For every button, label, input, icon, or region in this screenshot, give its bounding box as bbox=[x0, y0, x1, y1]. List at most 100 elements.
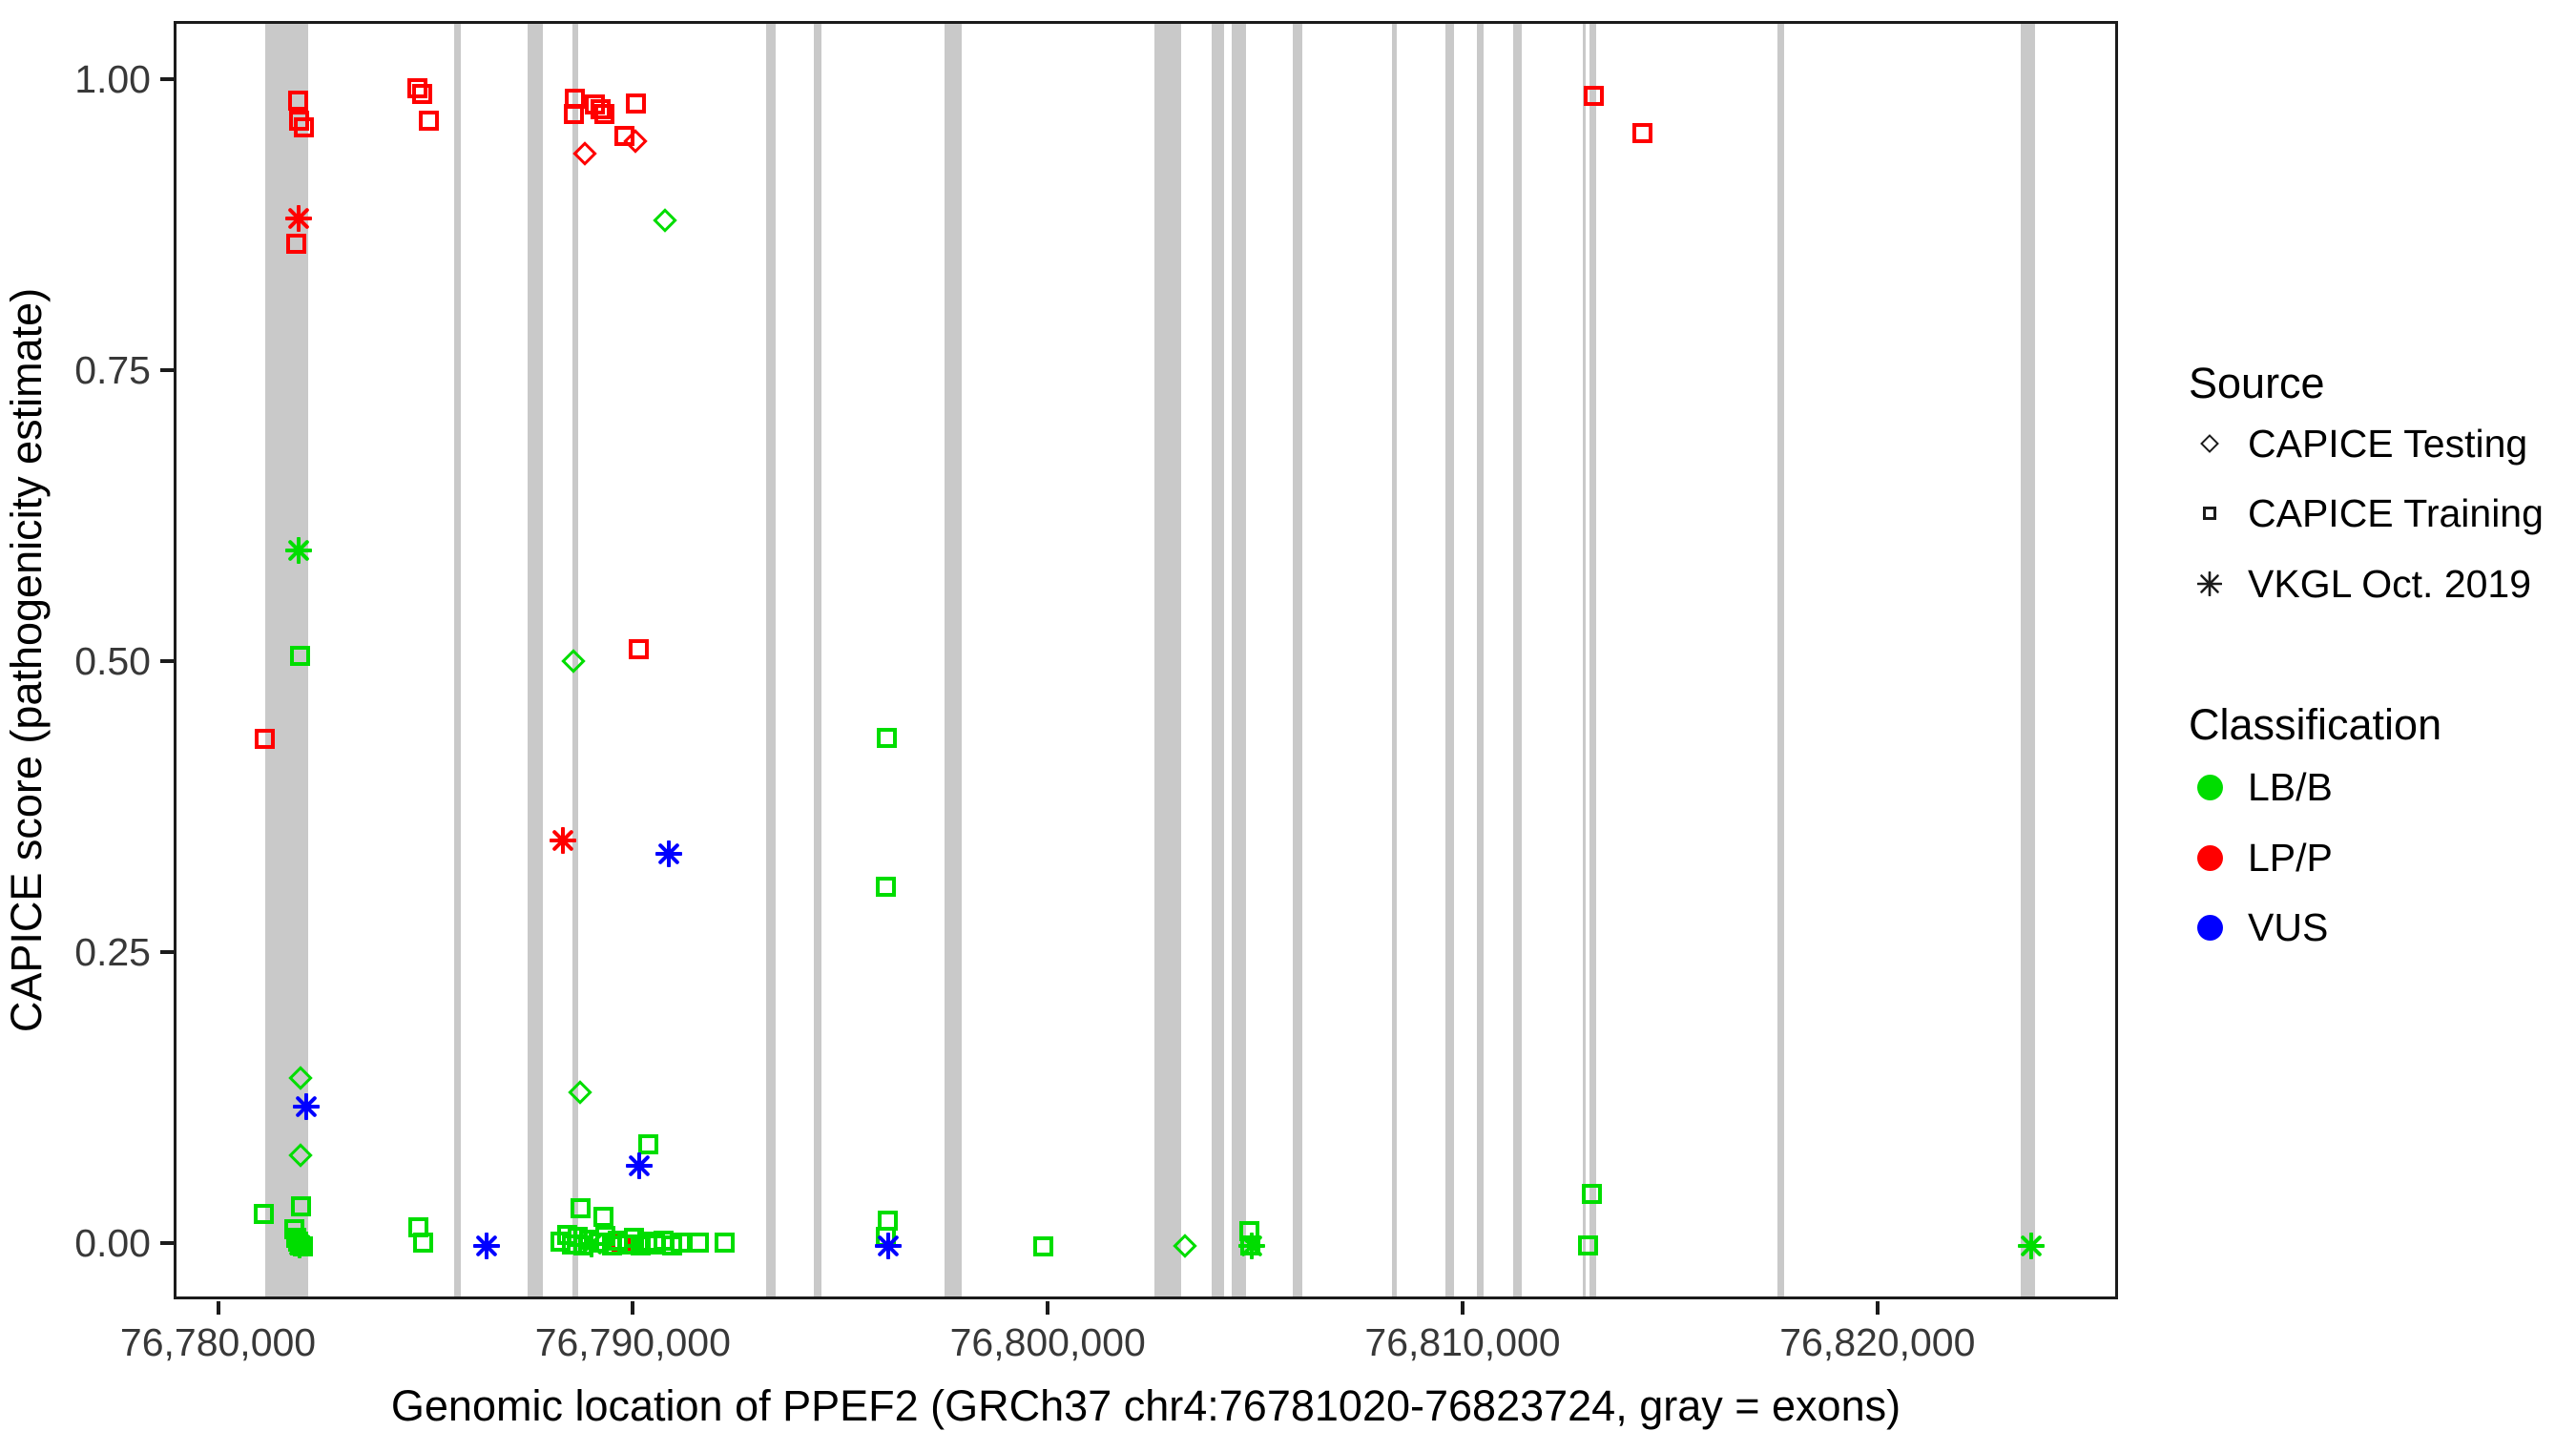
legend-item-capice-testing: CAPICE Testing bbox=[2185, 419, 2527, 468]
x-axis-tick-mark bbox=[631, 1301, 635, 1315]
x-axis-tick-label: 76,820,000 bbox=[1779, 1320, 1976, 1364]
point-vkgl-asterisk-vus bbox=[292, 1093, 320, 1120]
exon-bar bbox=[1293, 24, 1302, 1296]
point-vkgl-asterisk-lpp bbox=[284, 204, 312, 232]
legend-item-label: VKGL Oct. 2019 bbox=[2248, 561, 2532, 606]
point-training-square-lbb bbox=[592, 1207, 613, 1228]
point-training-square-lbb bbox=[714, 1233, 735, 1254]
point-training-square-lpp bbox=[590, 98, 611, 119]
point-training-square-lbb bbox=[875, 876, 896, 897]
y-axis-tick-label: 1.00 bbox=[74, 57, 151, 101]
exon-bar bbox=[814, 24, 821, 1296]
diamond-outline-icon bbox=[2185, 419, 2234, 468]
point-training-square-lbb bbox=[1238, 1221, 1259, 1242]
x-axis-tick-mark bbox=[1875, 1301, 1880, 1315]
legend-item-lbb: LB/B bbox=[2185, 762, 2333, 812]
point-training-square-lbb bbox=[1033, 1235, 1054, 1256]
point-vkgl-asterisk-lbb bbox=[1238, 1233, 1265, 1260]
point-training-square-lbb bbox=[637, 1133, 658, 1154]
point-training-square-lpp bbox=[625, 93, 646, 114]
y-axis-tick-mark bbox=[160, 950, 174, 955]
exon-bar bbox=[1589, 24, 1596, 1296]
point-training-square-lbb bbox=[413, 1233, 434, 1254]
exon-bar bbox=[1513, 24, 1522, 1296]
legend-classification-title: Classification bbox=[2189, 700, 2442, 749]
point-vkgl-asterisk-lbb bbox=[284, 536, 312, 564]
legend-source-title: Source bbox=[2189, 359, 2325, 407]
blue-dot-icon bbox=[2185, 902, 2234, 952]
plot-panel bbox=[174, 21, 2118, 1299]
square-outline-icon bbox=[2185, 488, 2234, 538]
point-training-square-lbb bbox=[254, 1203, 275, 1224]
exon-bar bbox=[453, 24, 461, 1296]
point-training-square-lpp bbox=[407, 77, 428, 98]
point-training-square-lbb bbox=[290, 646, 311, 667]
exon-bar bbox=[571, 24, 578, 1296]
legend-item-vus: VUS bbox=[2185, 902, 2328, 952]
point-training-square-lpp bbox=[293, 117, 314, 138]
legend-item-label: LB/B bbox=[2248, 764, 2333, 809]
legend-item-label: LP/P bbox=[2248, 835, 2333, 880]
legend-item-lpp: LP/P bbox=[2185, 833, 2333, 882]
exon-bar bbox=[1212, 24, 1224, 1296]
point-training-square-lbb bbox=[688, 1233, 709, 1254]
point-training-square-lpp bbox=[613, 125, 634, 146]
x-axis-tick-label: 76,810,000 bbox=[1364, 1320, 1561, 1364]
legend-item-label: VUS bbox=[2248, 904, 2329, 949]
y-axis-tick-mark bbox=[160, 1241, 174, 1246]
x-axis-title: Genomic location of PPEF2 (GRCh37 chr4:7… bbox=[390, 1381, 1901, 1430]
exon-bar bbox=[945, 24, 962, 1296]
point-training-square-lbb bbox=[571, 1197, 592, 1218]
exon-bar bbox=[1392, 24, 1397, 1296]
point-training-square-lpp bbox=[287, 91, 308, 111]
point-training-square-lbb bbox=[670, 1233, 691, 1254]
point-testing-diamond-lbb bbox=[561, 648, 586, 674]
y-axis-tick-label: 0.00 bbox=[74, 1221, 151, 1266]
y-axis-tick-label: 0.50 bbox=[74, 639, 151, 684]
x-axis-tick-label: 76,780,000 bbox=[119, 1320, 317, 1364]
exon-bar bbox=[1232, 24, 1246, 1296]
x-axis-tick-mark bbox=[1461, 1301, 1465, 1315]
x-axis-tick-mark bbox=[1046, 1301, 1050, 1315]
legend-item-capice-training: CAPICE Training bbox=[2185, 488, 2544, 538]
y-axis-tick-mark bbox=[160, 659, 174, 664]
point-training-square-lpp bbox=[593, 103, 614, 124]
point-training-square-lpp bbox=[286, 234, 307, 255]
point-vkgl-asterisk-vus bbox=[875, 1233, 902, 1260]
y-axis-tick-label: 0.25 bbox=[74, 930, 151, 975]
y-axis-tick-mark bbox=[160, 77, 174, 81]
point-vkgl-asterisk-vus bbox=[472, 1233, 500, 1260]
exon-bar bbox=[1777, 24, 1785, 1296]
point-testing-diamond-lbb bbox=[653, 208, 677, 233]
exon-bar bbox=[1154, 24, 1181, 1296]
legend-item-label: CAPICE Testing bbox=[2248, 421, 2528, 466]
y-axis-tick-mark bbox=[160, 368, 174, 373]
point-training-square-lpp bbox=[412, 83, 433, 104]
legend-item-vkgl: VKGL Oct. 2019 bbox=[2185, 559, 2531, 609]
exon-bar bbox=[527, 24, 543, 1296]
legend-item-label: CAPICE Training bbox=[2248, 490, 2544, 535]
exon-bar bbox=[766, 24, 776, 1296]
point-vkgl-asterisk-lpp bbox=[549, 826, 576, 854]
point-training-square-lpp bbox=[1583, 86, 1604, 107]
x-axis-tick-mark bbox=[216, 1301, 220, 1315]
point-training-square-lpp bbox=[255, 728, 276, 749]
x-axis-tick-label: 76,790,000 bbox=[534, 1320, 731, 1364]
exon-bar bbox=[1477, 24, 1484, 1296]
green-dot-icon bbox=[2185, 762, 2234, 812]
point-vkgl-asterisk-vus bbox=[655, 840, 682, 868]
point-vkgl-asterisk-vus bbox=[626, 1152, 653, 1180]
point-training-square-lbb bbox=[291, 1196, 312, 1217]
red-dot-icon bbox=[2185, 833, 2234, 882]
point-training-square-lpp bbox=[628, 638, 649, 659]
point-training-square-lpp bbox=[1631, 123, 1652, 144]
exon-bar bbox=[1583, 24, 1586, 1296]
point-training-square-lpp bbox=[564, 103, 585, 124]
point-training-square-lbb bbox=[876, 727, 897, 748]
exon-bar bbox=[2020, 24, 2035, 1296]
point-vkgl-asterisk-lbb bbox=[285, 1232, 313, 1259]
point-training-square-lbb bbox=[1581, 1184, 1602, 1204]
y-axis-title: CAPICE score (pathogenicity estimate) bbox=[2, 287, 51, 1033]
point-training-square-lbb bbox=[1577, 1234, 1598, 1255]
